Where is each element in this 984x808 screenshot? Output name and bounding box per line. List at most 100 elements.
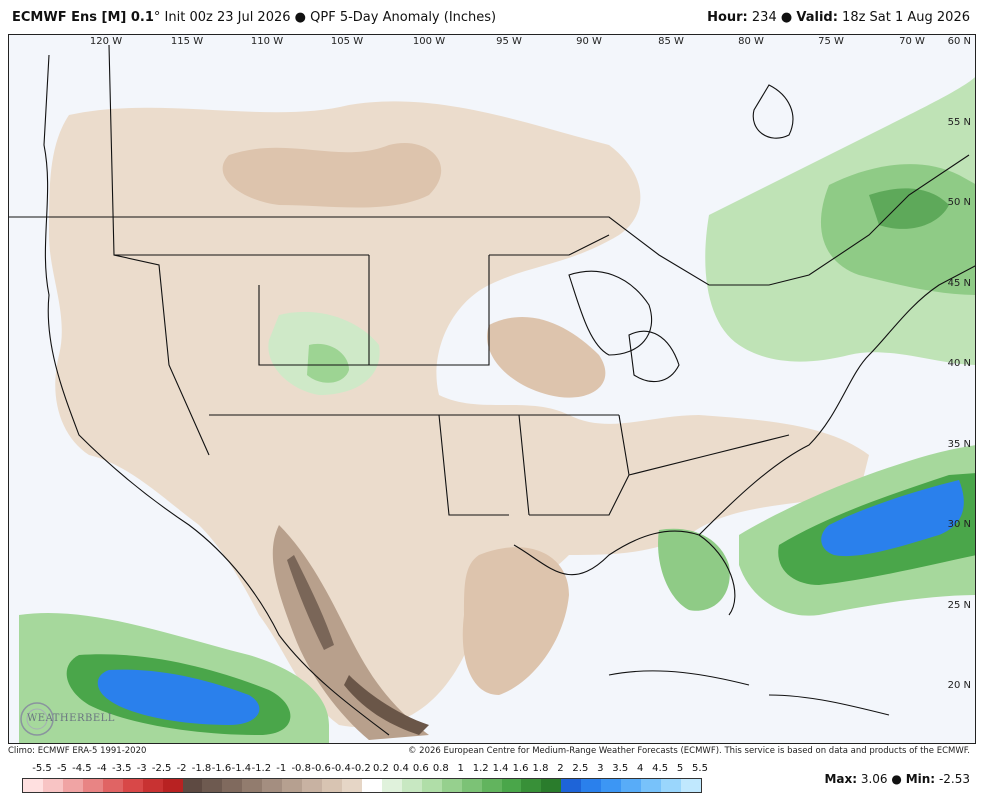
legend-tick-label: 3.5	[612, 763, 629, 774]
legend-swatch	[461, 779, 482, 792]
hour-value: 234	[751, 10, 777, 25]
legend-tick-label: 4	[636, 763, 644, 774]
legend-color-bar	[22, 778, 702, 793]
legend-tick-label: 5	[676, 763, 684, 774]
legend-swatch	[222, 779, 243, 792]
legend-tick-label: -1.2	[251, 763, 272, 774]
init-time: Init 00z 23 Jul 2026	[164, 10, 291, 25]
legend-swatch	[501, 779, 522, 792]
legend-tick-label: 2.5	[572, 763, 589, 774]
legend-tick-label: -0.2	[351, 763, 371, 774]
legend-tick-label: -4.5	[72, 763, 92, 774]
legend-swatch	[401, 779, 422, 792]
longitude-label: 70 W	[899, 36, 925, 47]
latitude-label: 55 N	[947, 117, 971, 128]
latitude-label: 30 N	[947, 519, 971, 530]
legend-tick-label: -1	[276, 763, 287, 774]
logo-swirl-icon	[20, 702, 54, 736]
longitude-label: 105 W	[330, 36, 364, 47]
bullet-separator-3: ●	[891, 772, 902, 786]
degree-symbol: °	[153, 10, 161, 25]
longitude-label: 95 W	[496, 36, 522, 47]
legend-tick-label: 1	[457, 763, 464, 774]
legend-swatch	[541, 779, 562, 792]
longitude-label: 100 W	[412, 36, 446, 47]
legend-swatch	[601, 779, 622, 792]
legend-swatch	[661, 779, 681, 792]
legend-tick-label: -5	[56, 763, 67, 774]
legend-swatch	[621, 779, 642, 792]
max-min-readout: Max: 3.06 ● Min: -2.53	[824, 772, 970, 786]
model-name: ECMWF Ens [M] 0.1	[12, 10, 154, 25]
forecast-time: Hour: 234 ● Valid: 18z Sat 1 Aug 2026	[707, 10, 970, 25]
min-value: -2.53	[938, 772, 970, 786]
legend-tick-label: 0.6	[412, 763, 429, 774]
latitude-label: 50 N	[947, 197, 971, 208]
legend-tick-label: -4	[96, 763, 107, 774]
legend-swatch	[302, 779, 323, 792]
legend-tick-label: -0.4	[331, 763, 351, 774]
legend-swatch	[381, 779, 402, 792]
anomaly-map	[9, 35, 975, 743]
legend-tick-label: -0.8	[291, 763, 311, 774]
legend-swatch	[23, 779, 43, 792]
latitude-label: 35 N	[947, 439, 971, 450]
legend-tick-label: 0.4	[392, 763, 409, 774]
legend-tick-label: 0.8	[432, 763, 449, 774]
legend-swatch	[342, 779, 362, 792]
product-name: QPF 5-Day Anomaly (Inches)	[310, 10, 497, 25]
latitude-label: 20 N	[947, 680, 971, 691]
legend-swatch	[122, 779, 143, 792]
weatherbell-logo: WEATHERBELL	[17, 699, 114, 739]
latitude-label: 40 N	[947, 358, 971, 369]
longitude-label: 85 W	[658, 36, 684, 47]
bullet-separator: ●	[294, 10, 307, 25]
legend-tick-label: 5.5	[692, 763, 708, 774]
valid-label: Valid:	[796, 10, 838, 25]
legend-tick-label: -1.4	[231, 763, 252, 774]
legend-swatch	[162, 779, 183, 792]
longitude-label: 115 W	[170, 36, 204, 47]
legend-tick-label: 3	[597, 763, 604, 774]
legend-tick-label: 4.5	[652, 763, 669, 774]
latitude-label: 60 N	[947, 36, 971, 47]
legend-swatch	[521, 779, 542, 792]
legend-tick-label: 1.6	[512, 763, 529, 774]
legend-swatch	[262, 779, 283, 792]
legend-tick-label: 1.2	[472, 763, 489, 774]
legend-swatch	[42, 779, 63, 792]
legend-swatch	[82, 779, 103, 792]
legend-tick-labels: -5.5 -5 -4.5 -4 -3.5 -3 -2.5 -2 -1.8 -1.6 -1.4 -1.2…	[22, 762, 708, 776]
longitude-label: 120 W	[89, 36, 123, 47]
legend-tick-label: -0.6	[311, 763, 331, 774]
legend-tick-label: 0.2	[373, 763, 389, 774]
legend-tick-label: 1.4	[492, 763, 509, 774]
bullet-separator-2: ●	[780, 10, 793, 25]
legend-swatch	[680, 779, 701, 792]
legend-swatch	[102, 779, 123, 792]
legend-tick-label: -3	[136, 763, 147, 774]
longitude-label: 90 W	[576, 36, 602, 47]
legend-tick-label: 2	[557, 763, 564, 774]
max-label: Max:	[824, 772, 858, 786]
min-label: Min:	[905, 772, 936, 786]
hour-label: Hour:	[707, 10, 748, 25]
legend-tick-label: -3.5	[111, 763, 132, 774]
logo-text: WEATHERBELL	[27, 713, 115, 724]
map-panel[interactable]: 120 W 115 W 110 W 105 W 100 W 95 W 90 W 85 W 80 …	[8, 34, 976, 744]
legend-swatch	[202, 779, 223, 792]
latitude-label: 25 N	[947, 600, 971, 611]
legend-tick-label: -2	[176, 763, 187, 774]
legend-tick-label: 1.8	[532, 763, 549, 774]
map-title: ECMWF Ens [M] 0.1° Init 00z 23 Jul 2026 …	[12, 10, 496, 25]
legend-tick-label: -5.5	[32, 763, 52, 774]
longitude-label: 110 W	[250, 36, 284, 47]
latitude-label: 45 N	[947, 278, 971, 289]
legend-swatch	[182, 779, 203, 792]
color-legend: -5.5 -5 -4.5 -4 -3.5 -3 -2.5 -2 -1.8 -1.6 -1.4 -1.2…	[22, 762, 708, 796]
legend-swatch	[322, 779, 342, 792]
longitude-label: 80 W	[738, 36, 764, 47]
copyright-credit: © 2026 European Centre for Medium-Range …	[407, 746, 970, 756]
legend-swatch	[282, 779, 303, 792]
max-value: 3.06	[860, 772, 888, 786]
